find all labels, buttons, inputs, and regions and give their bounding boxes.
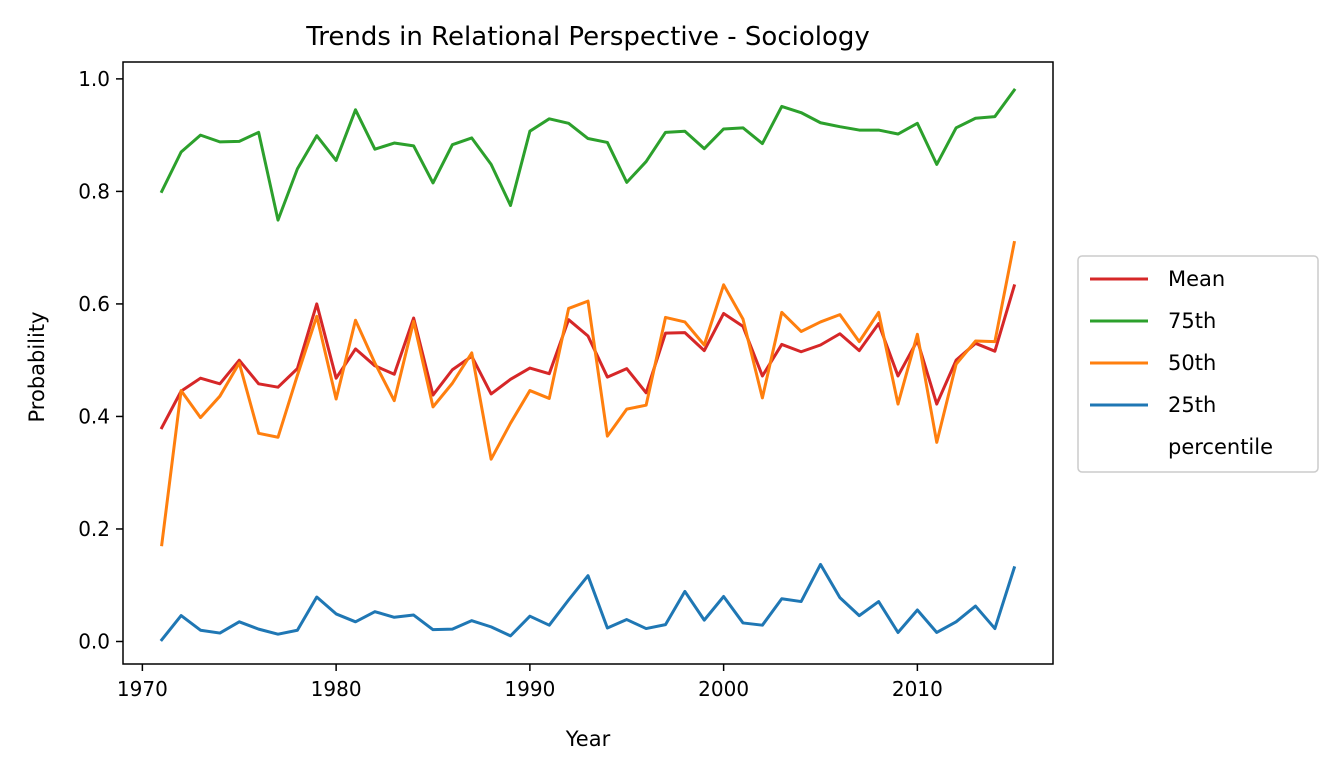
plot-area <box>159 88 1017 642</box>
y-axis-label: Probability <box>25 311 49 422</box>
plot-frame <box>122 61 1054 665</box>
x-tick-label: 2000 <box>698 677 749 701</box>
x-axis-label: Year <box>565 727 611 751</box>
x-tick-label: 1990 <box>504 677 555 701</box>
y-tick-label: 0.6 <box>78 292 110 316</box>
legend-label: Mean <box>1168 267 1225 291</box>
y-tick-label: 0.8 <box>78 179 110 203</box>
legend-frame <box>1077 255 1319 473</box>
x-tick-label: 2010 <box>892 677 943 701</box>
legend-label: percentile <box>1168 435 1273 459</box>
series-line-50th <box>160 240 1017 547</box>
series-line-75th <box>159 88 1017 222</box>
y-tick-label: 0.0 <box>78 629 110 653</box>
chart-title: Trends in Relational Perspective - Socio… <box>305 22 870 52</box>
x-axis: 1970 1980 1990 2000 2010 <box>117 664 943 701</box>
x-tick-label: 1970 <box>117 677 168 701</box>
legend-label: 75th <box>1168 309 1216 333</box>
y-tick-label: 0.2 <box>78 517 110 541</box>
legend-label: 50th <box>1168 351 1216 375</box>
series-line-25th <box>159 562 1017 642</box>
legend: Mean 75th 50th 25th percentile <box>1077 255 1319 473</box>
series-line-mean <box>159 284 1017 430</box>
y-tick-label: 0.4 <box>78 404 110 428</box>
legend-label: 25th <box>1168 393 1216 417</box>
x-tick-label: 1980 <box>311 677 362 701</box>
y-axis: 0.0 0.2 0.4 0.6 0.8 1.0 <box>78 67 123 653</box>
y-tick-label: 1.0 <box>78 67 110 91</box>
